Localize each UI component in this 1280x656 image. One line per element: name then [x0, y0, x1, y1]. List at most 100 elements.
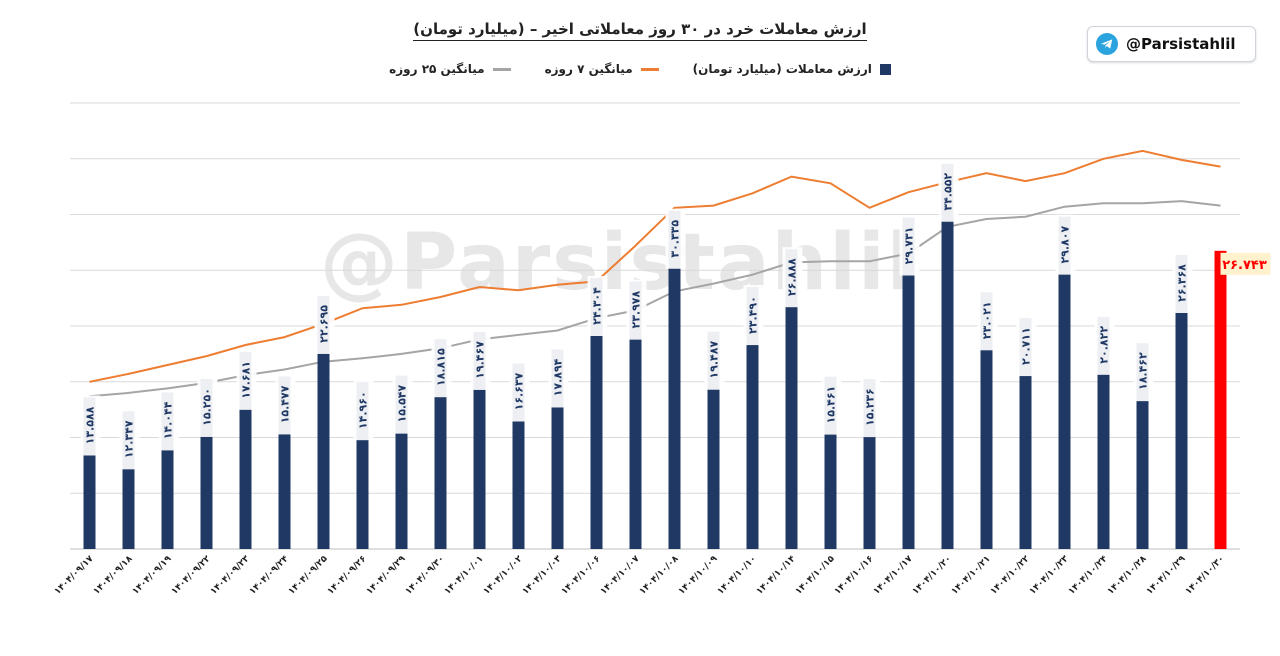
- x-tick-label: ۱۴۰۴/۱۰/۱۵: [794, 554, 837, 597]
- bar-label-bg: [197, 376, 218, 437]
- bar-value-label: ۲۲.۶۹۵: [318, 305, 331, 343]
- x-tick-label: ۱۴۰۴/۱۰/۲۰: [911, 554, 954, 597]
- x-tick-label: ۱۴۰۴/۰۹/۱۸: [92, 554, 135, 597]
- bar: [1058, 216, 1071, 549]
- bar-label-bg: [743, 285, 764, 346]
- bar-value-label: ۱۳.۵۸۸: [84, 406, 97, 444]
- bar-value-label: ۱۷.۶۸۱: [240, 361, 253, 399]
- legend-swatch-avg25: [492, 67, 511, 71]
- bar-label-bg: [704, 329, 725, 390]
- bar-label-bg: [860, 377, 881, 438]
- x-tick-label: ۱۴۰۴/۱۰/۰۱: [443, 554, 486, 597]
- legend-swatch-bar: [879, 63, 891, 75]
- grid-lines: [70, 102, 1240, 550]
- bar-value-label: ۱۹.۴۸۷: [708, 341, 721, 379]
- bar-value-label: ۲۳.۰۲۱: [981, 301, 994, 339]
- x-tick-label: ۱۴۰۴/۰۹/۱۹: [131, 554, 174, 597]
- bar-label-bg: [1094, 314, 1115, 375]
- highlight-value-label: ۲۶.۷۴۳: [1222, 258, 1267, 273]
- x-tick-label: ۱۴۰۴/۱۰/۱۴: [755, 554, 798, 597]
- average-lines: [89, 149, 1221, 398]
- legend-swatch-avg7: [640, 67, 659, 71]
- bar-value-label: ۲۹.۸۰۷: [1059, 225, 1072, 263]
- x-tick-label: ۱۴۰۴/۰۹/۲۴: [248, 554, 291, 597]
- bar-value-label: ۱۵.۵۴۷: [396, 384, 409, 422]
- x-tick-label: ۱۴۰۴/۱۰/۲۴: [1067, 554, 1110, 597]
- bar-value-label: ۲۶.۳۶۸: [1176, 264, 1189, 302]
- bar: [1214, 250, 1227, 549]
- x-tick-label: ۱۴۰۴/۱۰/۲۱: [950, 554, 993, 597]
- x-tick-label: ۱۴۰۴/۱۰/۳۰: [1184, 554, 1227, 597]
- bar: [746, 287, 759, 549]
- bar: [668, 210, 681, 549]
- avg7-line: [89, 149, 1221, 383]
- bar: [317, 295, 330, 549]
- bar-label-bg: [587, 276, 608, 337]
- legend-label-avg25: میانگین ۲۵ روزه: [389, 62, 485, 76]
- highlight-label-bg: [1220, 252, 1271, 275]
- bar-labels: ۱۳.۵۸۸ ۱۲.۳۴۷ ۱۴.۰۴۴ ۱۵.۲۵۰ ۱۷.۶۸۱ ۱۵.۴۷۷ ۲۲.۶…: [80, 161, 1271, 470]
- legend-item-value: ارزش معاملات (میلیارد تومان): [693, 62, 891, 76]
- x-tick-label: ۱۴۰۴/۰۹/۳۰: [404, 554, 447, 597]
- chart-title: ارزش معاملات خرد در ۳۰ روز معاملاتی اخیر…: [0, 20, 1280, 41]
- x-tick-label: ۱۴۰۴/۱۰/۱۰: [716, 554, 759, 597]
- x-tick-label: ۱۴۰۴/۱۰/۰۲: [482, 554, 525, 597]
- bar-label-bg: [1172, 252, 1193, 313]
- bar-value-label: ۱۷.۸۹۴: [552, 358, 565, 396]
- bar-value-label: ۱۴.۰۴۴: [162, 401, 175, 439]
- bar-value-label: ۱۵.۴۶۱: [825, 386, 838, 424]
- bar-value-label: ۳۰.۳۳۵: [669, 220, 682, 258]
- x-tick-label: ۱۴۰۴/۱۰/۰۸: [638, 554, 681, 597]
- bar-label-bg: [821, 374, 842, 435]
- bar-label-bg: [236, 349, 257, 410]
- bar-value-label: ۲۹.۷۳۱: [903, 227, 916, 265]
- x-tick-label: ۱۴۰۴/۱۰/۰۷: [599, 554, 642, 597]
- bar-value-label: ۱۴.۹۶۰: [357, 391, 370, 429]
- x-tick-label: ۱۴۰۴/۱۰/۲۳: [1028, 554, 1071, 597]
- bar: [785, 249, 798, 550]
- bar-label-bg: [548, 347, 569, 408]
- bar: [941, 163, 954, 550]
- x-tick-label: ۱۴۰۴/۱۰/۲۲: [989, 554, 1032, 597]
- bar-label-bg: [938, 161, 959, 222]
- bar-value-label: ۲۰.۷۱۱: [1020, 327, 1033, 365]
- x-tick-label: ۱۴۰۴/۱۰/۱۶: [833, 554, 876, 597]
- bar-label-bg: [275, 374, 296, 435]
- x-tick-label: ۱۴۰۴/۰۹/۲۵: [287, 554, 330, 597]
- legend-label-value: ارزش معاملات (میلیارد تومان): [692, 62, 872, 76]
- legend-label-avg7: میانگین ۷ روزه: [544, 62, 633, 76]
- bar-label-bg: [1055, 214, 1076, 275]
- bar-value-label: ۲۴.۳۰۴: [591, 287, 604, 325]
- x-tick-label: ۱۴۰۴/۱۰/۰۳: [521, 554, 564, 597]
- bar-value-label: ۱۵.۴۷۷: [279, 385, 292, 423]
- bar-label-bg: [665, 208, 686, 269]
- legend-item-avg7: میانگین ۷ روزه: [545, 62, 659, 76]
- telegram-handle-badge[interactable]: @Parsistahlil: [1087, 26, 1256, 62]
- bar-value-label: ۲۳.۹۷۸: [630, 290, 643, 328]
- bar-label-bg: [626, 279, 647, 340]
- x-tick-labels: ۱۴۰۴/۰۹/۱۷۱۴۰۴/۰۹/۱۸۱۴۰۴/۰۹/۱۹۱۴۰۴/۰۹/۲۲…: [53, 554, 1227, 597]
- bar-label-bg: [782, 247, 803, 308]
- telegram-icon: [1096, 33, 1118, 55]
- bar-label-bg: [353, 380, 374, 441]
- bar-value-label: ۲۳.۴۹۰: [747, 296, 760, 334]
- bar: [590, 278, 603, 549]
- x-tick-label: ۱۴۰۴/۱۰/۲۸: [1106, 554, 1149, 597]
- bar-value-label: ۲۰.۸۲۲: [1098, 326, 1111, 364]
- bar-label-bg: [1016, 316, 1037, 377]
- bar-value-label: ۲۶.۸۸۸: [786, 258, 799, 296]
- bar-label-bg: [392, 373, 413, 434]
- bar-label-bg: [1133, 341, 1154, 402]
- bar-label-bg: [119, 409, 140, 470]
- bar-value-label: ۱۵.۲۳۶: [864, 388, 877, 426]
- bar: [629, 281, 642, 549]
- bar-label-bg: [977, 290, 998, 351]
- bar-value-label: ۱۵.۲۵۰: [201, 388, 214, 426]
- bar-label-bg: [431, 337, 452, 398]
- handle-text: @Parsistahlil: [1126, 35, 1236, 53]
- x-tick-label: ۱۴۰۴/۱۰/۲۹: [1145, 554, 1188, 597]
- bar-label-bg: [80, 395, 101, 456]
- avg25-line: [89, 200, 1221, 398]
- x-tick-label: ۱۴۰۴/۰۹/۲۲: [170, 554, 213, 597]
